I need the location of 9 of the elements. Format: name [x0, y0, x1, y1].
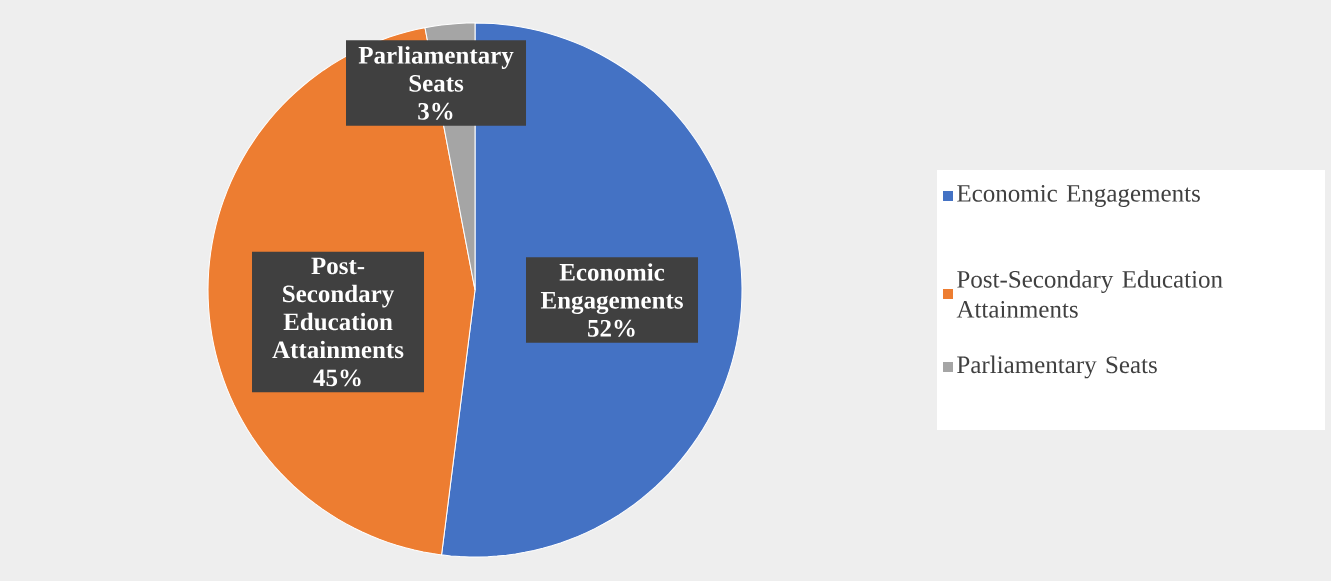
data-label: 3% [418, 102, 453, 120]
slice-label: Post-Secondary Education Attainments [272, 257, 404, 359]
legend-label: Parliamentary Seats [957, 355, 1157, 379]
data-label: 45% [313, 369, 361, 387]
legend-label: Post-Secondary Education Attainments [956, 270, 1223, 318]
legend-label: Economic Engagements [957, 185, 1200, 207]
slice-label: Economic Engagements [540, 263, 683, 315]
data-label: 52% [588, 319, 635, 337]
slice-label: Parliamentary Seats [358, 46, 514, 92]
